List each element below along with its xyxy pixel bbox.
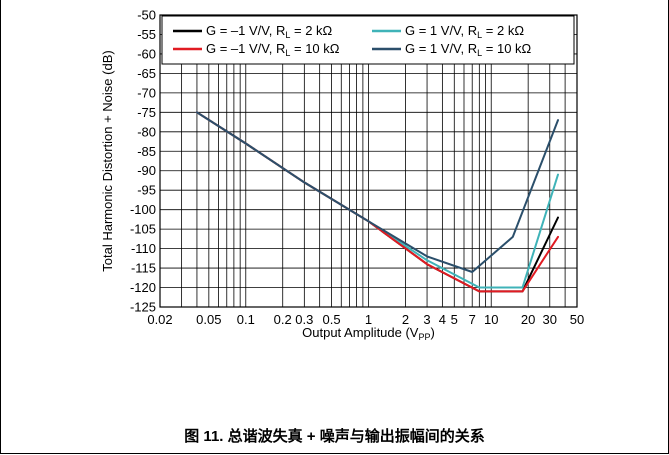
thd-chart: -50 -55 -60 -65 -70 -75 -80 -85 -90 -95 -100 -105 -1… [100,8,584,343]
y-tick-label: -70 [137,85,156,100]
x-tick-label: 0.05 [196,312,221,327]
y-tick-label: -125 [130,300,156,315]
legend-label-3: G = –1 V/V, RL = 10 kΩ [206,41,340,58]
y-tick-label: -60 [137,46,156,61]
legend-label-4: G = 1 V/V, RL = 10 kΩ [405,41,532,58]
y-tick-label: -75 [137,105,156,120]
x-tick-label: 7 [469,312,476,327]
x-tick-label: 1 [365,312,372,327]
x-tick-label: 3 [423,312,430,327]
y-axis-label: Total Harmonic Distortion + Noise (dB) [100,50,115,271]
x-tick-label: 0.02 [147,312,172,327]
x-axis-label: Output Amplitude (VPP) [302,325,435,342]
series-line-4 [195,111,559,273]
y-tick-label: -95 [137,183,156,198]
figure-caption: 图 11. 总谐波失真 + 噪声与输出振幅间的关系 [184,428,485,445]
y-tick-label: -115 [131,261,156,276]
x-tick-label: 0.3 [295,312,313,327]
x-tick-label: 10 [484,312,498,327]
y-tick-label: -80 [137,124,156,139]
legend: G = –1 V/V, RL = 2 kΩ G = 1 V/V, RL = 2 k… [161,15,575,65]
x-tick-label: 0.5 [323,312,341,327]
x-tick-label: 30 [543,312,557,327]
legend-label-2: G = 1 V/V, RL = 2 kΩ [405,23,524,40]
y-tick-label: -120 [130,280,156,295]
y-tick-label: -65 [137,66,156,81]
y-tick-label: -110 [131,241,156,256]
y-tick-label: -100 [130,202,156,217]
y-tick-label: -85 [137,144,156,159]
x-tick-label: 0.2 [274,312,292,327]
y-tick-label: -90 [137,163,156,178]
x-tick-label: 50 [570,312,584,327]
y-tick-label: -55 [137,27,156,42]
plot-border [159,14,578,308]
legend-label-1: G = –1 V/V, RL = 2 kΩ [206,23,333,40]
x-tick-label: 20 [521,312,535,327]
x-tick-label: 2 [402,312,409,327]
y-tick-label: -50 [137,8,156,23]
x-tick-label: 5 [451,312,458,327]
legend-box [161,15,575,65]
x-tick-label: 0.1 [237,312,255,327]
y-tick-label: -105 [130,222,156,237]
x-tick-label: 4 [439,312,446,327]
